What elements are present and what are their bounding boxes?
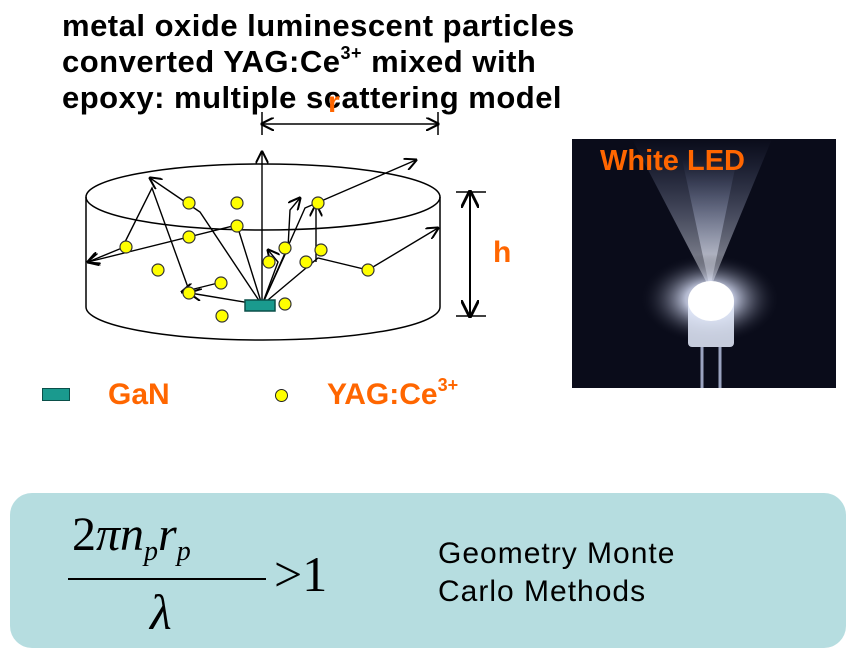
yag-legend-superscript: 3+ (437, 375, 459, 395)
cylinder-bottom (85, 306, 441, 341)
yag-particle (278, 241, 292, 255)
yag-particle (182, 196, 196, 210)
gan-legend-label: GaN (108, 378, 170, 411)
formula-panel (10, 493, 846, 648)
yag-legend-label: YAG:Ce3+ (327, 375, 459, 412)
yag-particle (215, 309, 229, 323)
yag-particle (151, 263, 165, 277)
yag-particle (311, 196, 325, 210)
yag-particle (230, 196, 244, 210)
formula-r-subscript: p (176, 536, 191, 567)
slide-title: metal oxide luminescent particles conver… (62, 8, 762, 116)
formula-relation: >1 (274, 546, 328, 602)
radius-label: r (328, 86, 340, 119)
formula-denominator: λ (150, 584, 172, 640)
method-line-2: Carlo Methods (438, 575, 647, 608)
led-dome (688, 281, 734, 321)
title-line-2-end: mixed with (362, 44, 537, 79)
size-parameter-formula: 2πnprp λ >1 (62, 503, 362, 643)
yag-particle (361, 263, 375, 277)
led-illustration (632, 139, 780, 388)
method-line-1: Geometry Monte (438, 537, 676, 570)
gan-chip-icon (42, 388, 70, 401)
yag-legend-text: YAG:Ce (327, 378, 438, 411)
title-line-1: metal oxide luminescent particles (62, 8, 575, 43)
formula-coefficient: 2 (72, 508, 96, 561)
yag-particle (314, 243, 328, 257)
ray-path-7 (88, 186, 191, 294)
method-label: Geometry Monte Carlo Methods (438, 535, 675, 611)
formula-numerator: 2πnprp (72, 507, 191, 568)
yag-particle (182, 286, 196, 300)
formula-r: r (158, 508, 177, 561)
formula-pi: π (96, 508, 121, 561)
title-line-3: epoxy: multiple scattering model (62, 80, 563, 115)
title-superscript: 3+ (340, 43, 363, 63)
yag-particle (278, 297, 292, 311)
yag-particle (262, 255, 276, 269)
yag-particle (230, 219, 244, 233)
ray-path-4 (261, 160, 416, 306)
ray-path-9 (261, 198, 300, 306)
yag-particle (119, 240, 133, 254)
yag-particle (214, 276, 228, 290)
title-line-2-text: converted YAG:Ce (62, 44, 341, 79)
ray-path-1 (150, 178, 263, 306)
title-line-2: converted YAG:Ce3+ mixed with (62, 44, 762, 80)
ray-path-8 (261, 250, 278, 306)
light-beam-core (682, 159, 737, 289)
gan-chip (244, 299, 276, 312)
white-led-label: White LED (600, 145, 745, 177)
fraction-bar (68, 578, 266, 580)
yag-particle (299, 255, 313, 269)
ray-path-5 (261, 228, 438, 306)
formula-n-subscript: p (144, 536, 159, 567)
yag-particle-icon (275, 389, 288, 402)
formula-n: n (120, 508, 145, 561)
yag-particle (182, 230, 196, 244)
cylinder-top (85, 163, 441, 231)
white-led-photo (572, 139, 836, 388)
height-label: h (493, 236, 512, 269)
